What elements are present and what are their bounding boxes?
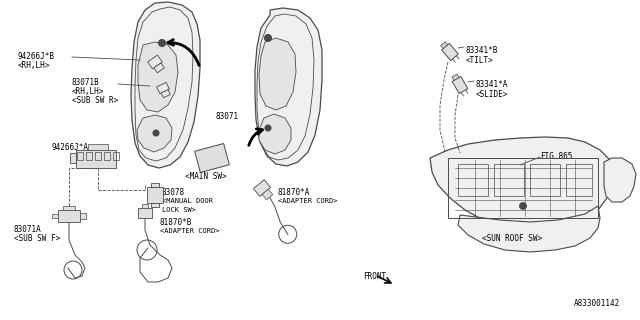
Polygon shape (138, 208, 152, 218)
Polygon shape (131, 2, 200, 168)
Polygon shape (259, 38, 296, 110)
Text: <SUB SW R>: <SUB SW R> (72, 96, 118, 105)
Polygon shape (151, 203, 159, 207)
Text: FIG.865: FIG.865 (540, 152, 572, 161)
Text: 83078: 83078 (162, 188, 185, 197)
Text: 83071B: 83071B (72, 78, 100, 87)
Polygon shape (430, 137, 614, 230)
Text: 94266J*A: 94266J*A (52, 143, 89, 152)
Text: <SUN ROOF SW>: <SUN ROOF SW> (482, 234, 542, 243)
Polygon shape (604, 158, 636, 202)
Polygon shape (76, 150, 116, 168)
Text: <TILT>: <TILT> (466, 56, 493, 65)
Text: <ADAPTER CORD>: <ADAPTER CORD> (278, 198, 337, 204)
Circle shape (520, 203, 527, 210)
Text: A833001142: A833001142 (573, 299, 620, 308)
Polygon shape (147, 187, 163, 203)
Polygon shape (137, 115, 172, 152)
Text: <RH,LH>: <RH,LH> (72, 87, 104, 96)
Polygon shape (259, 114, 291, 154)
Circle shape (159, 39, 166, 46)
Text: <RH,LH>: <RH,LH> (18, 61, 51, 70)
Polygon shape (88, 144, 108, 150)
Polygon shape (458, 206, 600, 252)
Polygon shape (440, 42, 448, 49)
Polygon shape (253, 180, 271, 196)
Polygon shape (63, 206, 75, 210)
Polygon shape (138, 42, 178, 112)
Polygon shape (262, 189, 273, 200)
Polygon shape (442, 44, 458, 60)
Polygon shape (195, 143, 229, 172)
Polygon shape (148, 55, 163, 69)
Text: <MANUAL DOOR: <MANUAL DOOR (162, 198, 213, 204)
Polygon shape (255, 8, 322, 166)
Text: 83341*B: 83341*B (466, 46, 499, 55)
Polygon shape (452, 76, 468, 93)
Text: 94266J*B: 94266J*B (18, 52, 55, 61)
Polygon shape (151, 183, 159, 187)
Text: 81870*B: 81870*B (160, 218, 193, 227)
Text: <SUB SW F>: <SUB SW F> (14, 234, 60, 243)
Text: 83071: 83071 (215, 112, 238, 121)
Polygon shape (58, 210, 80, 222)
Circle shape (265, 125, 271, 131)
Polygon shape (70, 153, 76, 163)
Circle shape (153, 130, 159, 136)
Polygon shape (142, 204, 148, 208)
Polygon shape (157, 82, 170, 94)
Text: <MAIN SW>: <MAIN SW> (185, 172, 227, 181)
Polygon shape (52, 214, 58, 218)
Text: <ADAPTER CORD>: <ADAPTER CORD> (160, 228, 220, 234)
Circle shape (264, 35, 271, 42)
Text: <SLIDE>: <SLIDE> (476, 90, 508, 99)
Polygon shape (154, 63, 164, 73)
Polygon shape (161, 90, 170, 98)
Text: 81870*A: 81870*A (278, 188, 310, 197)
Polygon shape (80, 213, 86, 219)
Text: FRONT: FRONT (363, 272, 386, 281)
Text: LOCK SW>: LOCK SW> (162, 207, 196, 213)
Text: 83071A: 83071A (14, 225, 42, 234)
Polygon shape (452, 74, 459, 80)
Text: 83341*A: 83341*A (476, 80, 508, 89)
